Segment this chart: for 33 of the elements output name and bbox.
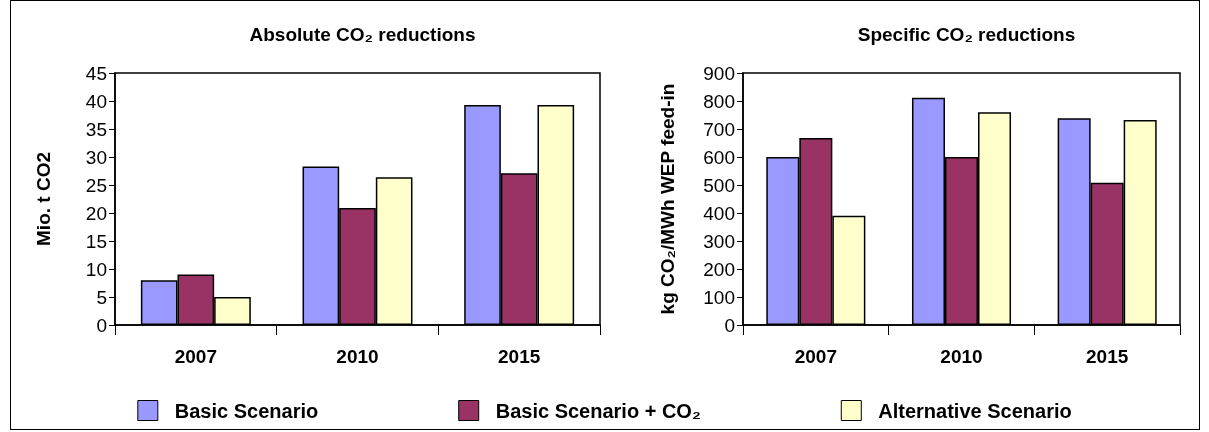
y-tick-label: 300 xyxy=(703,230,735,252)
y-tick-label: 800 xyxy=(703,90,735,112)
y-tick-label: 500 xyxy=(703,174,735,196)
y-tick-label: 5 xyxy=(96,286,107,308)
y-tick-label: 400 xyxy=(703,202,735,224)
chart-title: Absolute CO₂ reductions xyxy=(249,24,476,45)
x-tick-label: 2007 xyxy=(174,346,217,367)
legend-label: Alternative Scenario xyxy=(878,399,1072,422)
y-tick-label: 0 xyxy=(724,314,735,336)
y-tick-label: 30 xyxy=(85,146,107,168)
y-axis-title: Mio. t CO2 xyxy=(33,152,54,246)
y-tick-label: 45 xyxy=(85,62,107,84)
chart-title: Specific CO₂ reductions xyxy=(857,24,1076,45)
legend-label: Basic Scenario xyxy=(174,399,319,422)
y-tick-label: 900 xyxy=(703,62,735,84)
y-tick-label: 40 xyxy=(85,90,107,112)
y-tick-label: 20 xyxy=(85,202,107,224)
y-tick-label: 15 xyxy=(85,230,107,252)
y-tick-label: 35 xyxy=(85,118,107,140)
x-tick-label: 2010 xyxy=(336,346,379,367)
y-tick-label: 0 xyxy=(96,314,107,336)
y-tick-label: 700 xyxy=(703,118,735,140)
y-tick-label: 600 xyxy=(703,146,735,168)
x-tick-label: 2015 xyxy=(1086,346,1129,367)
x-tick-label: 2007 xyxy=(794,346,837,367)
y-tick-label: 100 xyxy=(703,286,735,308)
y-axis-title: kg CO₂/MWh WEP feed-in xyxy=(657,83,678,315)
legend-label: Basic Scenario + CO₂ xyxy=(495,399,701,422)
y-tick-label: 200 xyxy=(703,258,735,280)
x-tick-label: 2010 xyxy=(940,346,983,367)
x-tick-label: 2015 xyxy=(498,346,541,367)
y-tick-label: 25 xyxy=(85,174,107,196)
y-tick-label: 10 xyxy=(85,258,107,280)
